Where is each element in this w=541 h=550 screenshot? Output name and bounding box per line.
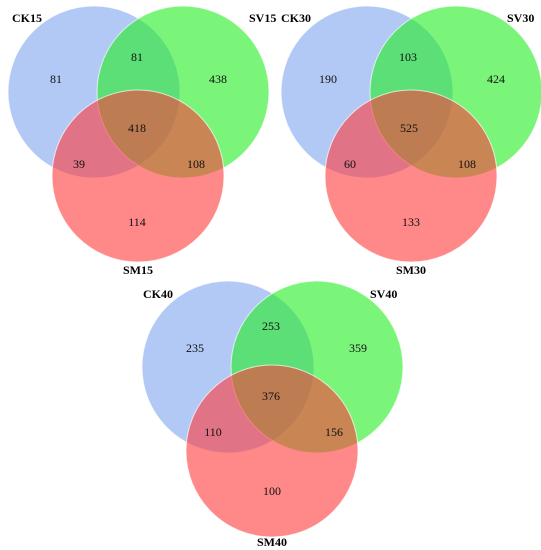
count-sv15-sm15: 108 xyxy=(187,157,205,171)
set-label-sv15: SV15 xyxy=(249,11,276,25)
set-label-sm40: SM40 xyxy=(257,535,287,549)
count-all-30: 525 xyxy=(400,121,418,135)
circle-sm40 xyxy=(185,364,359,538)
count-ck15-sm15: 39 xyxy=(73,157,85,171)
count-ck15-only: 81 xyxy=(50,72,62,86)
count-sv15-only: 438 xyxy=(209,72,227,86)
set-label-ck30: CK30 xyxy=(281,11,311,25)
set-label-ck15: CK15 xyxy=(12,11,42,25)
count-sv40-sm40: 156 xyxy=(325,425,343,439)
venn-diagram-1: CK15 SV15 SM15 81 81 438 418 39 108 114 xyxy=(7,5,276,277)
set-label-sv30: SV30 xyxy=(507,11,534,25)
venn-diagram-2: CK30 SV30 SM30 190 103 424 525 60 108 13… xyxy=(280,5,541,277)
set-label-ck40: CK40 xyxy=(143,287,173,301)
count-sm40-only: 100 xyxy=(263,484,281,498)
set-label-sv40: SV40 xyxy=(370,287,397,301)
circle-sm30 xyxy=(324,89,498,263)
set-label-sm30: SM30 xyxy=(396,263,426,277)
count-sv30-only: 424 xyxy=(487,72,505,86)
count-ck30-sm30: 60 xyxy=(344,157,356,171)
count-all-15: 418 xyxy=(128,121,146,135)
count-sv40-only: 359 xyxy=(349,341,367,355)
circle-sm15 xyxy=(51,89,225,263)
set-label-sm15: SM15 xyxy=(123,263,153,277)
count-sv30-sm30: 108 xyxy=(458,157,476,171)
count-ck30-only: 190 xyxy=(319,72,337,86)
count-ck40-sm40: 110 xyxy=(204,425,222,439)
count-ck30-sv30: 103 xyxy=(399,50,417,64)
count-sm15-only: 114 xyxy=(128,215,146,229)
count-ck40-sv40: 253 xyxy=(262,319,280,333)
count-sm30-only: 133 xyxy=(402,215,420,229)
venn-diagram-3: CK40 SV40 SM40 235 253 359 376 110 156 1… xyxy=(141,280,404,549)
count-ck15-sv15: 81 xyxy=(131,50,143,64)
count-ck40-only: 235 xyxy=(186,341,204,355)
count-all-40: 376 xyxy=(262,389,280,403)
